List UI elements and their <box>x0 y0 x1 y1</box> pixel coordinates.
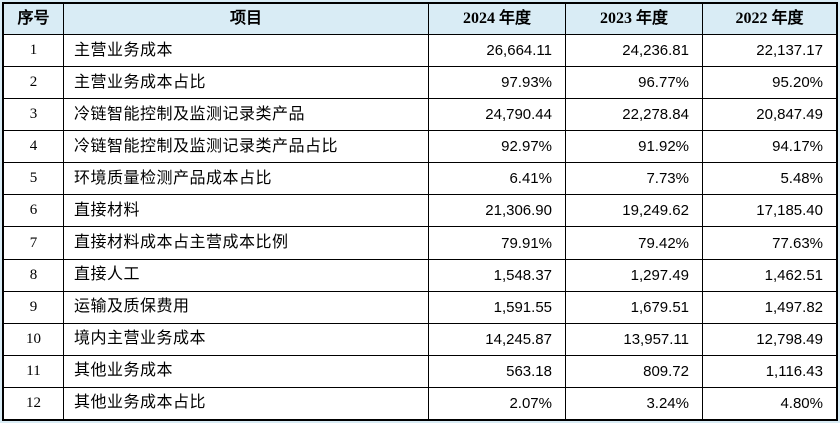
cell-item-name: 直接材料 <box>64 195 429 227</box>
cell-item-name: 冷链智能控制及监测记录类产品 <box>64 99 429 131</box>
cell-item-name: 其他业务成本占比 <box>64 387 429 419</box>
cell-value-2024: 92.97% <box>429 131 566 163</box>
cell-value-2022: 20,847.49 <box>756 106 823 124</box>
cell-value-2023: 96.77% <box>566 67 703 99</box>
cell-value-2023: 1,679.51 <box>566 291 703 323</box>
cell-row-number: 8 <box>4 259 64 291</box>
cell-item-name: 直接材料成本占主营成本比例 <box>64 227 429 259</box>
cell-value-2024: 1,548.37 <box>429 259 566 291</box>
cell-value-2024: 1,591.55 <box>429 291 566 323</box>
cell-row-number: 12 <box>4 387 64 419</box>
cell-value-2023: 19,249.62 <box>566 195 703 227</box>
cell-value-2024: 2.07% <box>429 387 566 419</box>
cell-row-number: 2 <box>4 67 64 99</box>
table-row: 8 直接人工 1,548.37 1,297.49 1,462.51 <box>4 259 836 292</box>
cell-item-name: 直接人工 <box>64 259 429 291</box>
cell-row-number: 4 <box>4 131 64 163</box>
cell-item-name: 其他业务成本 <box>64 355 429 387</box>
cell-value-2023: 24,236.81 <box>566 35 703 67</box>
cell-value-2023: 7.73% <box>566 163 703 195</box>
cell-value-2022: 17,185.40 <box>756 202 823 220</box>
cell-value-2022: 95.20% <box>772 74 823 92</box>
cell-row-number: 9 <box>4 291 64 323</box>
cell-value-2024: 24,790.44 <box>429 99 566 131</box>
table-row: 1 主营业务成本 26,664.11 24,236.81 22,137.17 <box>4 35 836 68</box>
table-header-row: 序号 项目 2024 年度 2023 年度 2022 年度 <box>4 4 836 35</box>
cell-value-2022: 1,497.82 <box>764 298 823 316</box>
table-row: 11 其他业务成本 563.18 809.72 1,116.43 <box>4 355 836 388</box>
cell-value-2024: 97.93% <box>429 67 566 99</box>
cell-value-2023: 1,297.49 <box>566 259 703 291</box>
cell-value-2022: 5.48% <box>780 170 823 188</box>
cell-value-2023: 79.42% <box>566 227 703 259</box>
cell-row-number: 7 <box>4 227 64 259</box>
table-row: 3 冷链智能控制及监测记录类产品 24,790.44 22,278.84 20,… <box>4 99 836 132</box>
cell-value-2024: 6.41% <box>429 163 566 195</box>
header-cell-2024: 2024 年度 <box>429 4 566 34</box>
cell-value-2022: 12,798.49 <box>756 330 823 348</box>
table-row: 2 主营业务成本占比 97.93% 96.77% 95.20% <box>4 67 836 100</box>
cell-row-number: 10 <box>4 323 64 355</box>
cell-row-number: 1 <box>4 35 64 67</box>
cell-row-number: 3 <box>4 99 64 131</box>
cell-row-number: 6 <box>4 195 64 227</box>
header-cell-item: 项目 <box>64 4 429 34</box>
cell-value-2024: 79.91% <box>429 227 566 259</box>
cell-value-2024: 26,664.11 <box>429 35 566 67</box>
header-cell-no: 序号 <box>4 4 64 34</box>
cell-value-2023: 809.72 <box>566 355 703 387</box>
cell-row-number: 11 <box>4 355 64 387</box>
cell-value-2022: 1,116.43 <box>765 362 823 380</box>
table-row: 5 环境质量检测产品成本占比 6.41% 7.73% 5.48% <box>4 163 836 196</box>
cell-value-2024: 563.18 <box>429 355 566 387</box>
table-row: 4 冷链智能控制及监测记录类产品占比 92.97% 91.92% 94.17% <box>4 131 836 164</box>
header-cell-2022: 2022 年度 <box>735 10 804 27</box>
cell-item-name: 运输及质保费用 <box>64 291 429 323</box>
cell-item-name: 主营业务成本 <box>64 35 429 67</box>
table-row: 12 其他业务成本占比 2.07% 3.24% 4.80% <box>4 387 836 419</box>
cell-value-2022: 22,137.17 <box>756 42 823 60</box>
cell-value-2022: 94.17% <box>772 138 823 156</box>
cell-item-name: 主营业务成本占比 <box>64 67 429 99</box>
cell-item-name: 环境质量检测产品成本占比 <box>64 163 429 195</box>
cell-item-name: 冷链智能控制及监测记录类产品占比 <box>64 131 429 163</box>
table-row: 9 运输及质保费用 1,591.55 1,679.51 1,497.82 <box>4 291 836 324</box>
header-cell-2023: 2023 年度 <box>566 4 703 34</box>
cell-value-2023: 91.92% <box>566 131 703 163</box>
table-row: 7 直接材料成本占主营成本比例 79.91% 79.42% 77.63% <box>4 227 836 260</box>
cell-item-name: 境内主营业务成本 <box>64 323 429 355</box>
cell-value-2022: 4.80% <box>780 394 823 412</box>
cell-value-2023: 22,278.84 <box>566 99 703 131</box>
cell-value-2022: 77.63% <box>772 234 823 252</box>
cell-value-2023: 13,957.11 <box>566 323 703 355</box>
cell-value-2023: 3.24% <box>566 387 703 419</box>
table-row: 10 境内主营业务成本 14,245.87 13,957.11 12,798.4… <box>4 323 836 356</box>
cell-value-2024: 21,306.90 <box>429 195 566 227</box>
cell-row-number: 5 <box>4 163 64 195</box>
table-row: 6 直接材料 21,306.90 19,249.62 17,185.40 <box>4 195 836 228</box>
cell-value-2024: 14,245.87 <box>429 323 566 355</box>
cell-value-2022: 1,462.51 <box>764 266 823 284</box>
